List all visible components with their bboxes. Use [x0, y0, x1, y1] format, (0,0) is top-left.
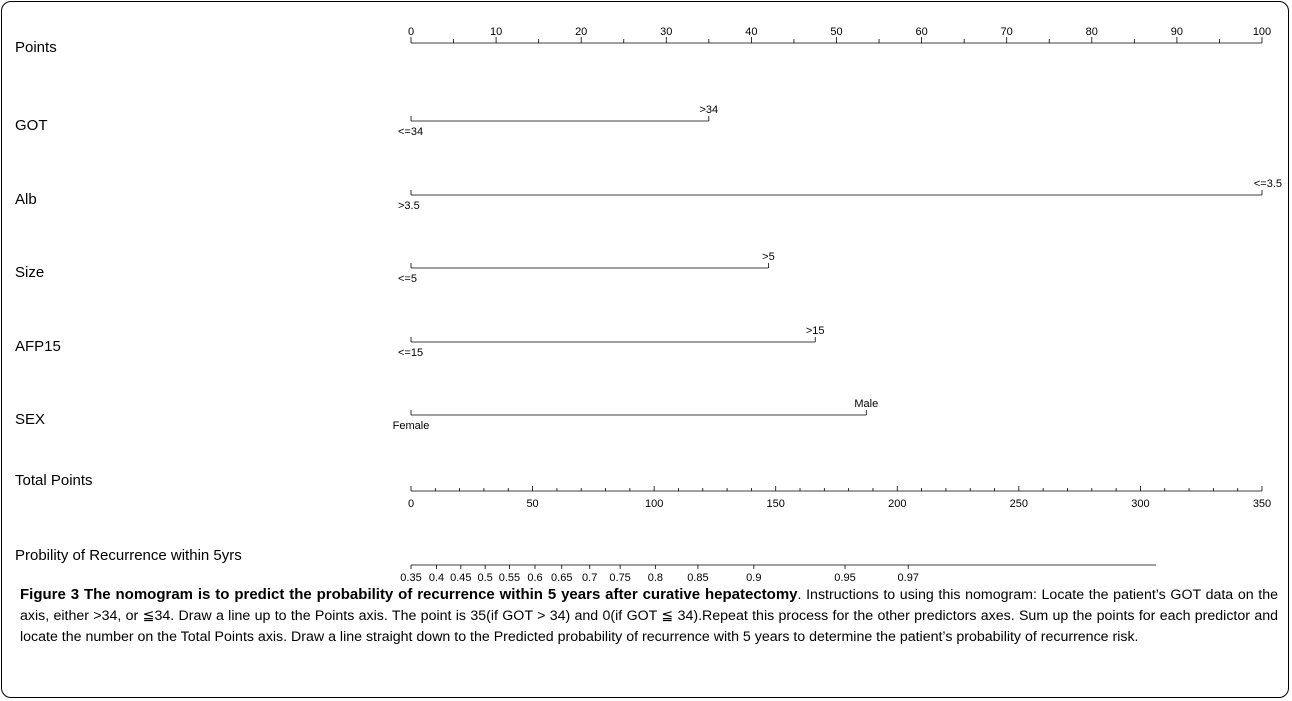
points-tick-label: 60	[915, 26, 927, 38]
total-tick-label: 50	[526, 498, 538, 510]
probability-tick-label: 0.65	[551, 572, 572, 582]
predictor-high-label: >5	[762, 251, 775, 263]
total-tick-label: 100	[645, 498, 663, 510]
probability-tick-label: 0.9	[746, 572, 761, 582]
predictor-low-label: <=5	[398, 273, 417, 285]
probability-tick-label: 0.45	[450, 572, 471, 582]
predictor-label-alb: Alb	[15, 191, 37, 208]
probability-tick-label: 0.7	[582, 572, 597, 582]
total-tick-label: 350	[1253, 498, 1271, 510]
probability-tick-label: 0.75	[609, 572, 630, 582]
predictor-label-size: Size	[15, 264, 44, 281]
caption-title: Figure 3 The nomogram is to predict the …	[20, 586, 798, 603]
figure-caption: Figure 3 The nomogram is to predict the …	[20, 584, 1278, 648]
points-tick-label: 40	[745, 26, 757, 38]
probability-tick-label: 0.5	[478, 572, 493, 582]
total-tick-label: 0	[408, 498, 414, 510]
total-points-label: Total Points	[15, 472, 93, 489]
predictor-high-label: Male	[854, 398, 878, 410]
nomogram-chart: Points 0 10 20 30 40 50 60 70 80 90 100 GOT <=34 >34 Al…	[15, 26, 1282, 582]
total-tick-label: 250	[1010, 498, 1028, 510]
predictor-label-afp15: AFP15	[15, 338, 61, 355]
probability-tick-label: 0.6	[527, 572, 542, 582]
points-tick-label: 90	[1171, 26, 1183, 38]
points-tick-label: 50	[830, 26, 842, 38]
predictor-low-label: <=15	[398, 347, 423, 359]
probability-tick-label: 0.4	[429, 572, 444, 582]
predictor-high-label: >15	[806, 325, 825, 337]
predictor-high-label: >34	[700, 104, 719, 116]
probability-tick-label: 0.8	[648, 572, 663, 582]
points-tick-label: 20	[575, 26, 587, 38]
predictor-high-label: <=3.5	[1254, 178, 1282, 190]
probability-tick-label: 0.95	[834, 572, 855, 582]
points-tick-label: 0	[408, 26, 414, 38]
probability-tick-label: 0.55	[499, 572, 520, 582]
points-tick-label: 10	[490, 26, 502, 38]
points-tick-label: 80	[1086, 26, 1098, 38]
predictor-low-label: Female	[393, 420, 430, 432]
predictor-low-label: <=34	[398, 126, 423, 138]
points-axis-label: Points	[15, 39, 57, 56]
points-tick-label: 70	[1001, 26, 1013, 38]
probability-tick-label: 0.35	[400, 572, 421, 582]
points-tick-label: 30	[660, 26, 672, 38]
total-tick-label: 300	[1131, 498, 1149, 510]
total-tick-label: 200	[888, 498, 906, 510]
predictor-low-label: >3.5	[398, 200, 420, 212]
caption-text: . Instructions to using this nomogram: L…	[20, 587, 1278, 645]
probability-tick-label: 0.97	[898, 572, 919, 582]
probability-axis-label: Probility of Recurrence within 5yrs	[15, 547, 242, 564]
points-tick-label: 100	[1253, 26, 1271, 38]
predictor-label-sex: SEX	[15, 411, 45, 428]
predictor-label-got: GOT	[15, 117, 48, 134]
total-tick-label: 150	[767, 498, 785, 510]
probability-tick-label: 0.85	[687, 572, 708, 582]
